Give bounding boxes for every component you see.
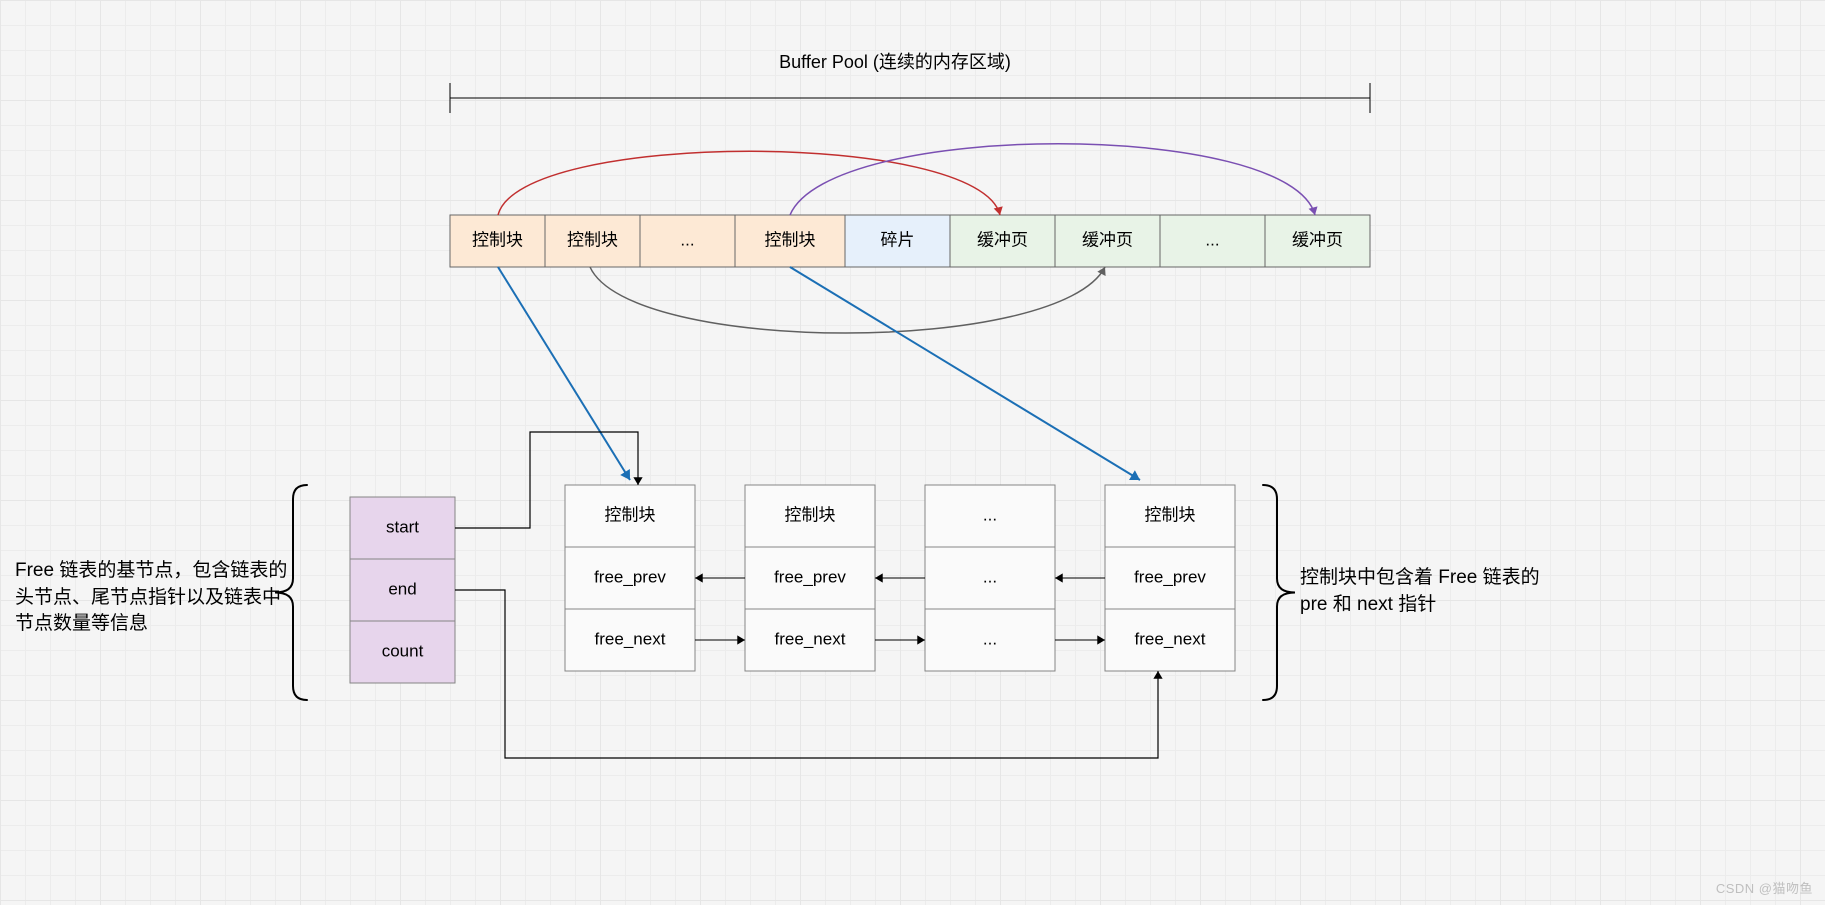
svg-text:free_next: free_next <box>775 629 846 648</box>
svg-text:...: ... <box>983 629 997 648</box>
right-description: 控制块中包含着 Free 链表的 pre 和 next 指针 <box>1300 565 1560 618</box>
svg-text:控制块: 控制块 <box>567 230 618 249</box>
svg-text:free_prev: free_prev <box>1134 567 1206 586</box>
svg-text:控制块: 控制块 <box>472 230 523 249</box>
svg-text:缓冲页: 缓冲页 <box>977 230 1028 249</box>
svg-text:count: count <box>382 641 424 660</box>
svg-text:start: start <box>386 517 419 536</box>
svg-text:end: end <box>388 579 416 598</box>
svg-text:控制块: 控制块 <box>785 505 836 524</box>
svg-text:...: ... <box>680 230 694 249</box>
ctrl3-to-page3 <box>790 144 1315 215</box>
svg-text:free_next: free_next <box>595 629 666 648</box>
svg-text:Buffer Pool (连续的内存区域): Buffer Pool (连续的内存区域) <box>779 52 1011 72</box>
ctrl3-to-list3 <box>790 267 1140 480</box>
svg-text:free_prev: free_prev <box>774 567 846 586</box>
svg-text:free_next: free_next <box>1135 629 1206 648</box>
left-description: Free 链表的基节点，包含链表的头节点、尾节点指针以及链表中节点数量等信息 <box>15 558 290 638</box>
ctrl0-to-page0 <box>498 151 1000 215</box>
svg-text:碎片: 碎片 <box>881 230 915 249</box>
ctrl1-to-page1 <box>590 267 1105 333</box>
watermark: CSDN @猫吻鱼 <box>1716 878 1813 897</box>
svg-text:...: ... <box>983 567 997 586</box>
svg-text:控制块: 控制块 <box>765 230 816 249</box>
ctrl0-to-list0 <box>498 267 630 480</box>
svg-text:...: ... <box>1205 230 1219 249</box>
svg-text:控制块: 控制块 <box>1145 505 1196 524</box>
svg-text:...: ... <box>983 505 997 524</box>
svg-text:缓冲页: 缓冲页 <box>1292 230 1343 249</box>
svg-text:缓冲页: 缓冲页 <box>1082 230 1133 249</box>
svg-text:free_prev: free_prev <box>594 567 666 586</box>
svg-text:控制块: 控制块 <box>605 505 656 524</box>
